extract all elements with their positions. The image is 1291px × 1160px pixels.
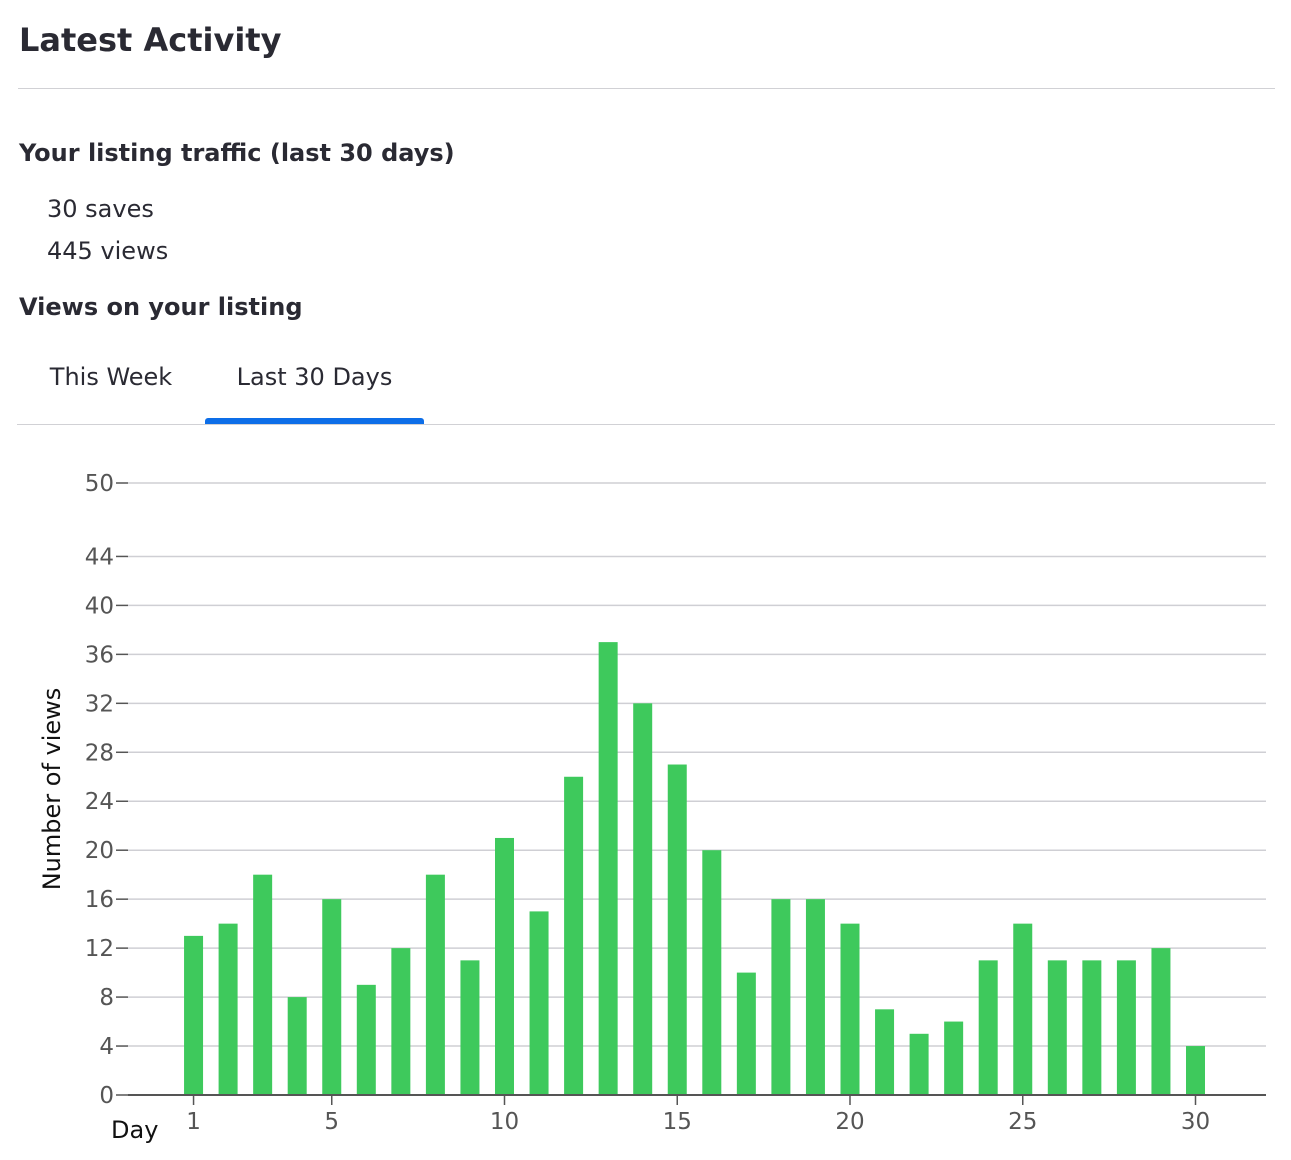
x-tick-label-10: 10	[490, 1109, 519, 1135]
y-tick-label-16: 16	[85, 887, 114, 913]
bar-day-21	[875, 1009, 895, 1095]
x-axis-label: Day	[111, 1116, 158, 1144]
bar-day-30	[1186, 1046, 1205, 1095]
bar-day-20	[840, 923, 860, 1095]
y-axis-label: Number of views	[38, 688, 66, 891]
bar-day-17	[736, 972, 756, 1095]
bar-day-5	[322, 899, 342, 1095]
tab-this-week-label: This Week	[49, 363, 173, 391]
x-tick-label-5: 5	[324, 1109, 339, 1135]
bar-day-9	[460, 960, 480, 1095]
x-tick-label-1: 1	[186, 1109, 201, 1135]
bar-day-7	[391, 948, 411, 1095]
bar-day-27	[1082, 960, 1102, 1095]
y-tick-label-50: 50	[85, 471, 114, 497]
y-tick-label-20: 20	[85, 838, 114, 864]
y-tick-label-0: 0	[99, 1083, 114, 1109]
x-tick-label-15: 15	[663, 1109, 692, 1135]
y-tick-label-8: 8	[99, 985, 114, 1011]
bar-day-11	[529, 911, 549, 1095]
x-tick-label-20: 20	[835, 1109, 864, 1135]
y-tick-label-12: 12	[85, 936, 114, 962]
bar-day-28	[1116, 960, 1136, 1095]
x-tick-label-30: 30	[1181, 1109, 1210, 1135]
bar-day-10	[495, 837, 514, 1095]
tabs-divider	[17, 424, 1275, 425]
bar-day-16	[702, 850, 722, 1095]
y-tick-label-44: 44	[85, 544, 114, 570]
views-section-title: Views on your listing	[19, 293, 303, 321]
bar-day-13	[598, 642, 618, 1095]
chart-bars	[184, 642, 1205, 1095]
y-tick-label-32: 32	[85, 691, 114, 717]
y-tick-label-4: 4	[99, 1034, 114, 1060]
bar-day-14	[633, 703, 653, 1095]
bar-day-18	[771, 899, 791, 1095]
bar-day-19	[805, 899, 825, 1095]
bar-day-15	[667, 764, 687, 1095]
bar-day-25	[1013, 923, 1033, 1095]
y-tick-label-28: 28	[85, 740, 114, 766]
bar-day-23	[944, 1021, 964, 1095]
tab-last-30-days[interactable]: Last 30 Days	[205, 342, 424, 424]
bar-day-1	[184, 935, 204, 1095]
bar-day-4	[287, 997, 307, 1095]
y-tick-label-36: 36	[85, 642, 114, 668]
bar-day-3	[253, 874, 273, 1095]
chart-gridlines	[128, 482, 1266, 1047]
x-tick-label-25: 25	[1008, 1109, 1037, 1135]
y-tick-label-24: 24	[85, 789, 114, 815]
views-count: 445 views	[47, 237, 169, 265]
bar-day-2	[218, 923, 238, 1095]
saves-count: 30 saves	[47, 195, 154, 223]
page-title: Latest Activity	[19, 21, 282, 59]
tab-this-week[interactable]: This Week	[17, 342, 205, 424]
bar-day-22	[909, 1033, 929, 1095]
active-tab-indicator	[205, 418, 424, 424]
y-tick-label-40: 40	[85, 593, 114, 619]
bar-day-8	[425, 874, 445, 1095]
bar-day-26	[1047, 960, 1067, 1095]
bar-day-6	[356, 984, 376, 1095]
bar-day-29	[1151, 948, 1171, 1095]
bar-day-12	[564, 776, 584, 1095]
header-divider	[18, 88, 1275, 89]
traffic-section-title: Your listing traffic (last 30 days)	[19, 139, 455, 167]
bar-day-24	[978, 960, 998, 1095]
tab-last-30-days-label: Last 30 Days	[236, 363, 393, 391]
views-tabs: This Week Last 30 Days	[17, 342, 1275, 426]
